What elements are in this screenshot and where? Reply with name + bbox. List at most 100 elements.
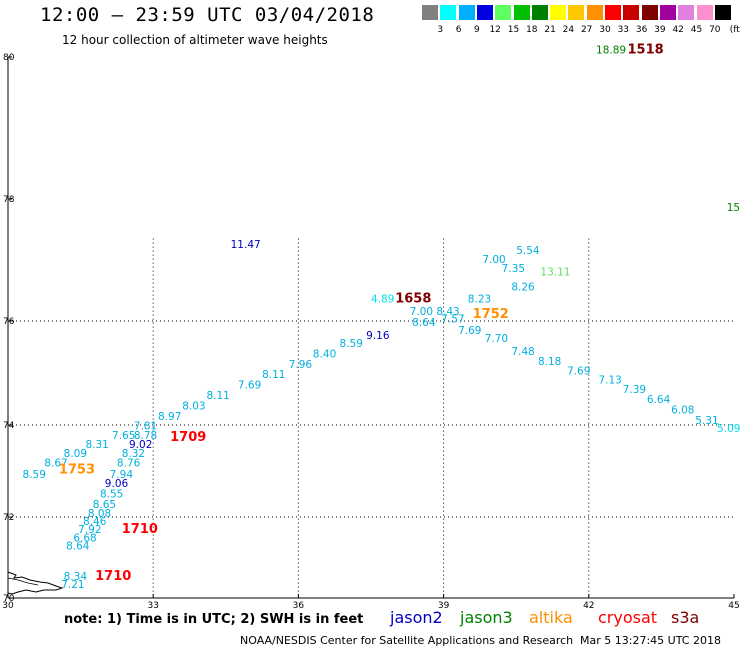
wave-height-label: 7.70 <box>485 333 508 345</box>
credit-line: NOAA/NESDIS Center for Satellite Applica… <box>240 634 574 647</box>
wave-height-label: 8.34 <box>64 571 88 583</box>
legend-swatch <box>458 5 476 20</box>
wave-height-label: 8.08 <box>88 508 111 520</box>
wave-height-label: 8.18 <box>538 356 561 368</box>
legend-label: 24 <box>562 25 575 35</box>
pass-time-label: 1752 <box>473 307 509 322</box>
legend-swatch <box>586 5 604 20</box>
legend-label: 27 <box>580 25 593 35</box>
generated-timestamp: Mar 5 13:27:45 UTC 2018 <box>580 634 721 647</box>
wave-height-label: 7.94 <box>110 469 134 481</box>
legend-label: 33 <box>617 25 630 35</box>
pass-time-label: 1518 <box>628 42 664 57</box>
wave-height-label: 5.09 <box>717 423 740 435</box>
legend-label: 6 <box>455 25 462 35</box>
map-title: 12:00 – 23:59 UTC 03/04/2018 <box>40 4 375 26</box>
wave-height-label: 8.78 <box>134 430 157 442</box>
wave-height-label: 8.46 <box>83 516 107 528</box>
satellite-s3a: s3a <box>671 608 700 627</box>
legend-swatch <box>696 5 714 20</box>
wave-height-label: 8.43 <box>436 306 459 318</box>
pass-time-label: 1710 <box>122 522 158 537</box>
wave-height-label: 7.13 <box>598 374 621 386</box>
map-subtitle: 12 hour collection of altimeter wave hei… <box>62 33 328 47</box>
legend-label: 15 <box>507 25 520 35</box>
wave-height-label: 8.31 <box>85 439 108 451</box>
legend-swatch <box>605 5 622 20</box>
wave-height-label: 13.11 <box>540 266 570 278</box>
wave-height-label: 11.47 <box>231 239 261 251</box>
wave-height-label: 8.59 <box>340 338 363 350</box>
wave-height-label: 7.00 <box>410 306 433 318</box>
wave-height-label: 8.26 <box>511 282 535 294</box>
wave-height-label: 8.55 <box>100 489 123 501</box>
legend-label: 42 <box>672 25 684 35</box>
legend-swatch <box>568 5 586 20</box>
wave-height-label: 8.23 <box>468 294 491 306</box>
wave-height-label: 7.81 <box>134 421 157 433</box>
wave-height-label: 8.65 <box>93 499 116 511</box>
wave-height-label: 8.59 <box>23 469 46 481</box>
legend-swatch <box>641 5 659 20</box>
legend-swatch <box>440 5 458 20</box>
y-tick-label: 78 <box>3 195 15 205</box>
wave-height-label: 4.89 <box>371 294 394 306</box>
wave-height-label: 5.31 <box>695 415 718 427</box>
satellite-altika: altika <box>529 608 573 627</box>
wave-height-label: 7.96 <box>289 359 313 371</box>
wave-height-label: 7.48 <box>511 346 534 358</box>
wave-height-label: 8.03 <box>182 400 205 412</box>
legend-swatch <box>513 5 531 20</box>
y-tick-label: 70 <box>3 594 15 604</box>
wave-height-label: 8.32 <box>122 448 145 460</box>
y-tick-label: 72 <box>3 513 14 523</box>
wave-height-label: 7.69 <box>238 380 261 392</box>
wave-height-label: 8.67 <box>44 457 67 469</box>
legend-label: 70 <box>709 25 721 35</box>
pass-time-label: 1709 <box>170 430 206 445</box>
x-tick-label: 36 <box>293 601 305 611</box>
wave-height-label: 8.11 <box>262 369 285 381</box>
wave-height-label: 7.69 <box>458 325 481 337</box>
wave-height-label: 8.40 <box>313 348 336 360</box>
legend-label: 3 <box>437 25 444 35</box>
x-tick-label: 45 <box>728 601 739 611</box>
legend-swatch <box>714 5 732 20</box>
wave-height-label: 6.68 <box>73 532 96 544</box>
wave-height-label: 9.16 <box>366 330 390 342</box>
legend-label: 45 <box>690 25 703 35</box>
wave-height-label: 7.21 <box>61 579 84 591</box>
legend-swatch <box>476 5 494 20</box>
coastline <box>7 571 64 595</box>
wave-height-label: 7.35 <box>502 263 525 275</box>
wave-height-label: 8.09 <box>64 448 87 460</box>
x-tick-label: 30 <box>2 601 14 611</box>
y-tick-label: 76 <box>3 317 15 327</box>
legend-swatch <box>659 5 677 20</box>
pass-time-label: 1753 <box>59 462 95 477</box>
legend-label: 36 <box>635 25 648 35</box>
pass-time-label: 1658 <box>395 292 431 307</box>
wave-height-label: 9.02 <box>129 439 152 451</box>
pass-time-label: 1710 <box>95 569 131 584</box>
legend-swatch <box>495 5 513 20</box>
satellite-cryosat: cryosat <box>598 608 658 627</box>
satellite-jason3: jason3 <box>460 608 513 627</box>
legend-swatch <box>678 5 696 20</box>
wave-height-label: 9.06 <box>105 478 129 490</box>
wave-height-label: 5.54 <box>516 245 540 257</box>
y-tick-label: 74 <box>3 421 15 431</box>
legend-label: 12 <box>489 25 501 35</box>
wave-height-label: 7.69 <box>567 366 590 378</box>
wave-height-label: 6.64 <box>647 394 671 406</box>
wave-height-label: 8.11 <box>206 390 229 402</box>
wave-height-label: 8.64 <box>66 540 90 552</box>
legend-swatch <box>422 5 439 20</box>
wave-height-label: 8.64 <box>412 317 436 329</box>
legend-swatch <box>531 5 549 20</box>
legend-swatch <box>623 5 641 20</box>
wave-height-label: 18.89 <box>596 44 626 56</box>
wave-height-label: 8.76 <box>117 457 141 469</box>
wave-height-label: 8.97 <box>158 411 181 423</box>
